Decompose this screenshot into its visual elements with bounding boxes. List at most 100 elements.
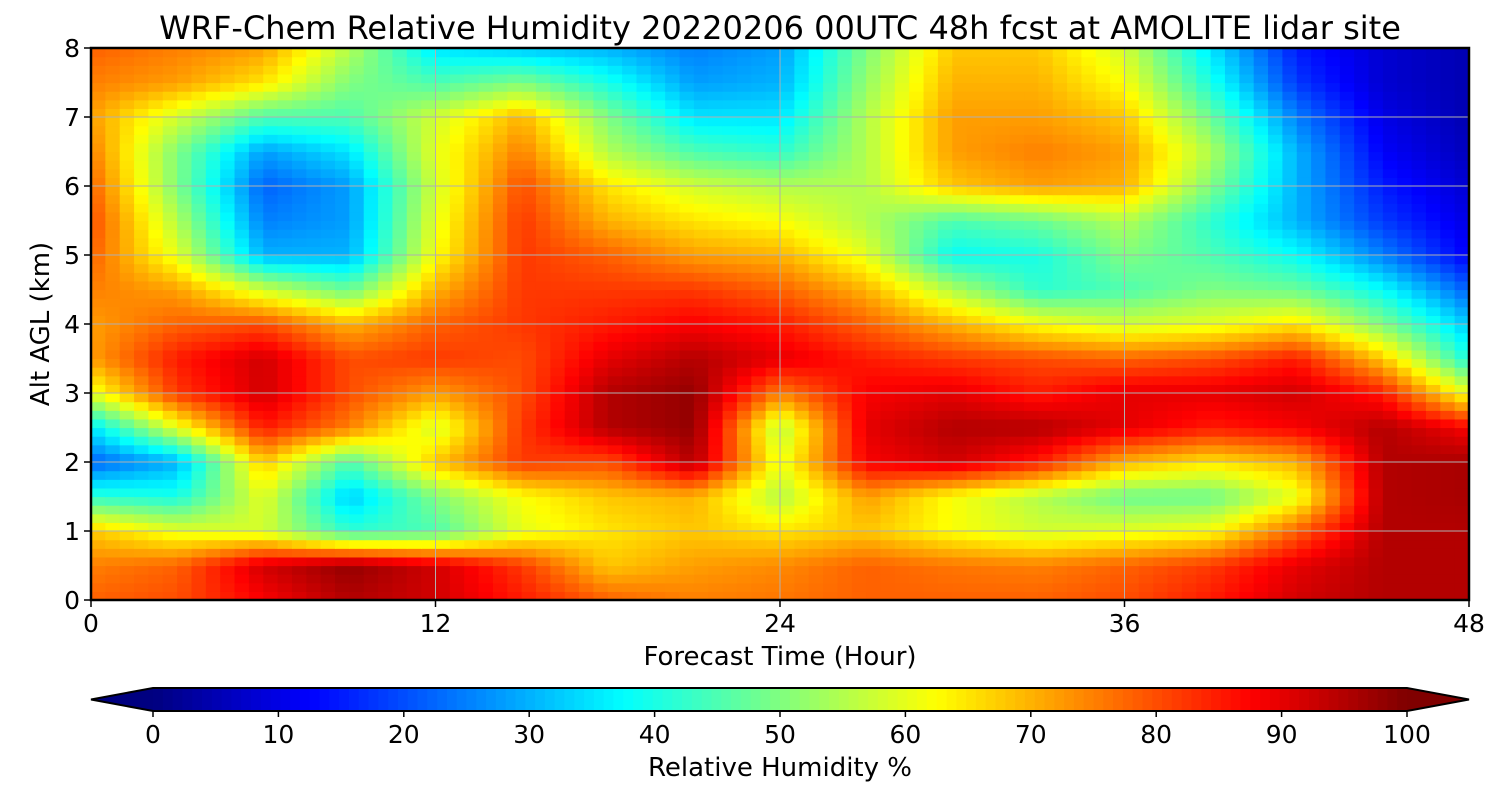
heatmap-cell xyxy=(765,315,781,325)
heatmap-cell xyxy=(579,487,594,498)
heatmap-cell xyxy=(191,177,207,187)
heatmap-cell xyxy=(449,151,465,161)
heatmap-cell xyxy=(177,315,193,325)
heatmap-cell xyxy=(134,211,150,222)
heatmap-cell xyxy=(650,496,666,506)
heatmap-cell xyxy=(794,513,810,523)
heatmap-cell xyxy=(535,229,551,239)
heatmap-cell xyxy=(851,591,867,600)
heatmap-cell xyxy=(995,505,1011,515)
heatmap-cell xyxy=(1095,487,1111,498)
heatmap-cell xyxy=(1196,453,1212,463)
heatmap-cell xyxy=(909,479,925,489)
heatmap-cell xyxy=(162,375,178,385)
heatmap-cell xyxy=(435,186,451,196)
heatmap-cell xyxy=(478,393,494,403)
heatmap-cell xyxy=(1167,487,1183,498)
heatmap-cell xyxy=(550,548,566,558)
heatmap-cell xyxy=(966,539,982,549)
heatmap-cell xyxy=(650,289,666,299)
heatmap-cell xyxy=(421,367,437,377)
heatmap-cell xyxy=(1095,177,1111,187)
heatmap-cell xyxy=(1368,220,1384,230)
heatmap-cell xyxy=(880,289,896,299)
heatmap-cell xyxy=(1224,574,1240,584)
heatmap-cell xyxy=(277,289,293,299)
heatmap-cell xyxy=(665,522,681,532)
heatmap-cell xyxy=(1296,375,1312,385)
heatmap-cell xyxy=(234,315,250,325)
heatmap-cell xyxy=(335,401,350,411)
heatmap-cell xyxy=(550,496,566,506)
heatmap-cell xyxy=(1268,194,1283,204)
heatmap-cell xyxy=(105,548,121,558)
heatmap-cell xyxy=(1382,255,1398,265)
heatmap-cell xyxy=(162,246,178,256)
heatmap-cell xyxy=(363,255,379,265)
heatmap-cell xyxy=(1325,565,1341,575)
heatmap-cell xyxy=(995,194,1011,204)
heatmap-cell xyxy=(406,211,422,222)
heatmap-cell xyxy=(1311,427,1327,437)
heatmap-cell xyxy=(1224,513,1240,523)
heatmap-cell xyxy=(995,384,1011,394)
heatmap-cell xyxy=(1339,505,1355,515)
heatmap-cell xyxy=(693,177,709,187)
heatmap-cell xyxy=(1009,151,1025,161)
heatmap-cell xyxy=(1382,556,1398,567)
heatmap-cell xyxy=(1038,324,1054,334)
heatmap-cell xyxy=(1153,505,1169,515)
heatmap-cell xyxy=(277,574,293,584)
heatmap-cell xyxy=(693,263,709,273)
heatmap-cell xyxy=(650,582,666,592)
heatmap-cell xyxy=(134,531,150,541)
heatmap-cell xyxy=(378,358,394,368)
heatmap-cell xyxy=(823,332,839,342)
heatmap-cell xyxy=(191,582,207,592)
heatmap-cell xyxy=(134,462,150,472)
heatmap-cell xyxy=(622,418,638,429)
heatmap-cell xyxy=(1268,289,1283,299)
heatmap-cell xyxy=(507,496,523,506)
heatmap-cell xyxy=(550,487,566,498)
heatmap-cell xyxy=(535,531,551,541)
heatmap-cell xyxy=(808,470,824,480)
heatmap-cell xyxy=(607,505,623,515)
heatmap-cell xyxy=(1268,315,1283,325)
heatmap-cell xyxy=(220,151,236,161)
heatmap-cell xyxy=(1153,237,1169,247)
heatmap-cell xyxy=(162,505,178,515)
heatmap-cell xyxy=(650,220,666,230)
heatmap-cell xyxy=(1153,324,1169,334)
heatmap-cell xyxy=(722,436,738,446)
heatmap-cell xyxy=(966,315,982,325)
heatmap-cell xyxy=(622,393,638,403)
heatmap-cell xyxy=(1196,582,1212,592)
heatmap-cell xyxy=(665,194,681,204)
heatmap-cell xyxy=(952,556,968,567)
heatmap-cell xyxy=(866,341,882,351)
heatmap-cell xyxy=(722,237,738,247)
heatmap-cell xyxy=(1038,582,1054,592)
heatmap-cell xyxy=(1325,280,1341,291)
heatmap-cell xyxy=(980,531,996,541)
heatmap-cell xyxy=(980,496,996,506)
heatmap-cell xyxy=(91,298,106,308)
heatmap-cell xyxy=(823,548,839,558)
heatmap-cell xyxy=(765,574,781,584)
heatmap-cell xyxy=(1311,548,1327,558)
heatmap-cell xyxy=(248,505,264,515)
heatmap-cell xyxy=(277,531,293,541)
heatmap-cell xyxy=(1067,453,1083,463)
heatmap-cell xyxy=(794,246,810,256)
heatmap-cell xyxy=(1196,341,1212,351)
heatmap-cell xyxy=(966,401,982,411)
heatmap-cell xyxy=(1210,280,1226,291)
heatmap-cell xyxy=(1052,246,1068,256)
heatmap-cell xyxy=(1296,470,1312,480)
heatmap-cell xyxy=(478,548,494,558)
heatmap-cell xyxy=(636,246,652,256)
heatmap-cell xyxy=(1095,186,1111,196)
heatmap-cell xyxy=(722,410,738,420)
heatmap-cell xyxy=(148,582,164,592)
